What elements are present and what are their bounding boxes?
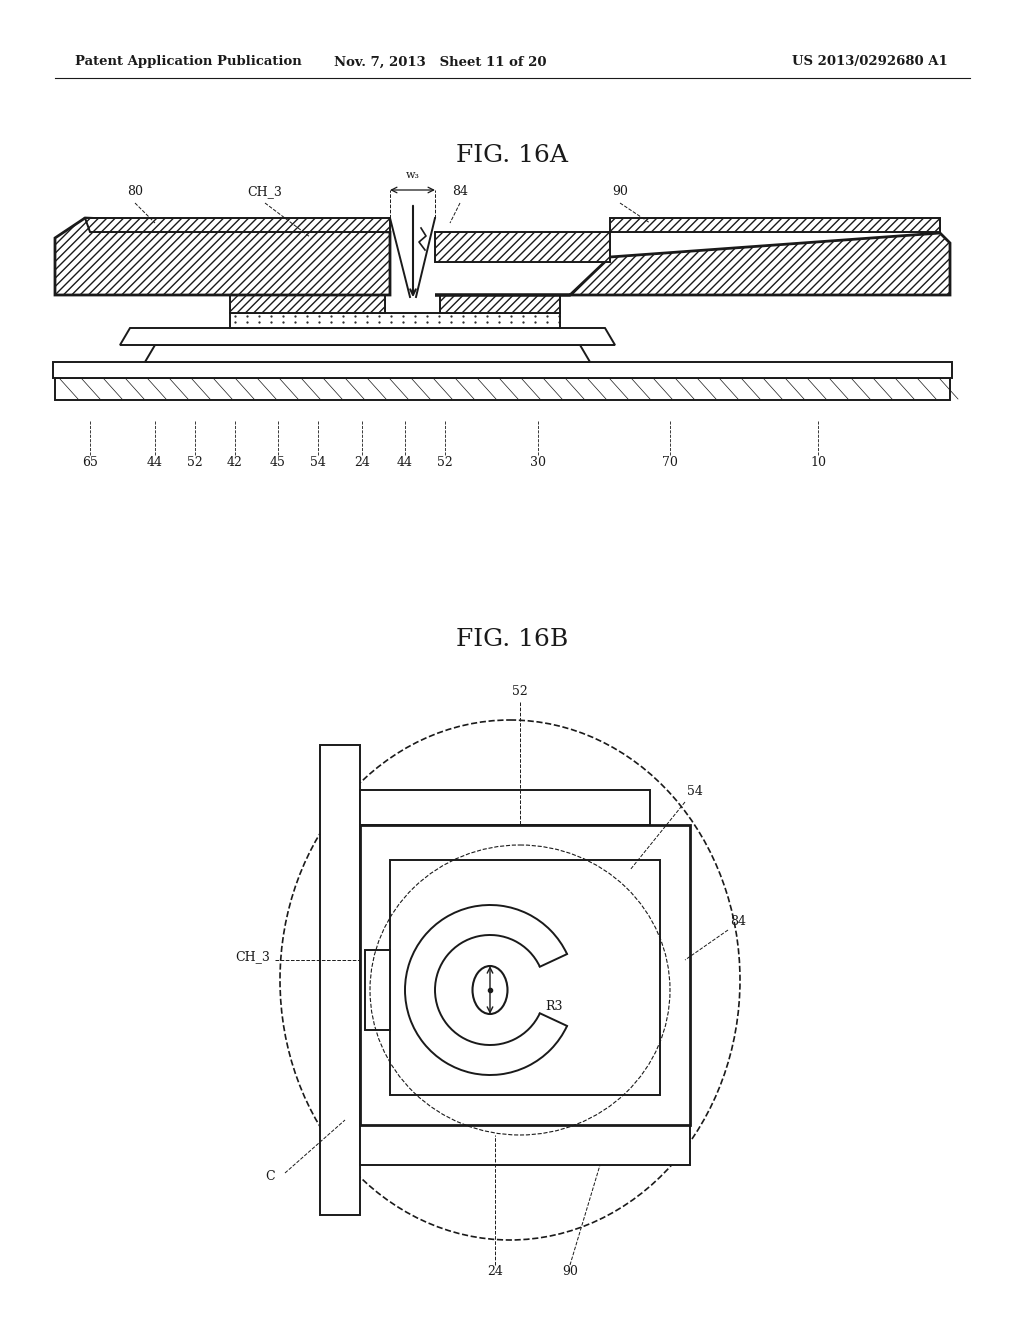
Bar: [365, 950, 390, 1030]
Bar: [360, 1125, 690, 1166]
Text: CH_3: CH_3: [248, 185, 283, 198]
Text: 84: 84: [730, 915, 746, 928]
Text: 90: 90: [612, 185, 628, 198]
Polygon shape: [85, 218, 390, 232]
Polygon shape: [440, 294, 560, 313]
Text: R3: R3: [545, 1001, 562, 1012]
Text: 42: 42: [227, 455, 243, 469]
Bar: [360, 825, 690, 1125]
Polygon shape: [435, 218, 940, 261]
Text: 44: 44: [147, 455, 163, 469]
Text: 70: 70: [663, 455, 678, 469]
Text: 90: 90: [562, 1265, 578, 1278]
Text: 24: 24: [354, 455, 370, 469]
Text: CH_3: CH_3: [236, 950, 270, 964]
Text: 65: 65: [82, 455, 98, 469]
Text: 52: 52: [512, 685, 528, 698]
Polygon shape: [435, 234, 950, 294]
Text: 24: 24: [487, 1265, 503, 1278]
Text: Patent Application Publication: Patent Application Publication: [75, 55, 302, 69]
Polygon shape: [55, 218, 390, 294]
Text: 52: 52: [437, 455, 453, 469]
Text: 54: 54: [310, 455, 326, 469]
Text: 30: 30: [530, 455, 546, 469]
Text: 45: 45: [270, 455, 286, 469]
Bar: [390, 861, 660, 1096]
Text: 52: 52: [187, 455, 203, 469]
Text: w₃: w₃: [406, 170, 420, 180]
Polygon shape: [55, 378, 950, 400]
Polygon shape: [120, 327, 615, 345]
Text: 84: 84: [452, 185, 468, 198]
Text: Nov. 7, 2013   Sheet 11 of 20: Nov. 7, 2013 Sheet 11 of 20: [334, 55, 546, 69]
Text: 44: 44: [397, 455, 413, 469]
Bar: [319, 744, 360, 1214]
Text: 80: 80: [127, 185, 143, 198]
Polygon shape: [230, 294, 385, 313]
Polygon shape: [53, 362, 952, 378]
Text: C: C: [265, 1170, 274, 1183]
Polygon shape: [230, 313, 560, 327]
Text: 54: 54: [687, 785, 702, 799]
Text: FIG. 16B: FIG. 16B: [456, 628, 568, 652]
Bar: [360, 789, 650, 825]
Text: FIG. 16A: FIG. 16A: [456, 144, 568, 166]
Text: 10: 10: [810, 455, 826, 469]
Text: US 2013/0292680 A1: US 2013/0292680 A1: [793, 55, 948, 69]
Polygon shape: [145, 345, 590, 362]
